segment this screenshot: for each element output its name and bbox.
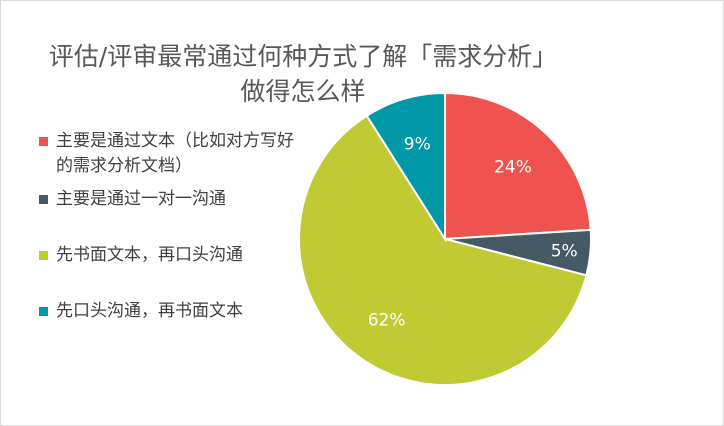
slice-text-document	[444, 91, 592, 241]
legend-swatch	[39, 251, 48, 260]
data-label: 9%	[404, 135, 431, 155]
chart-title-line-1: 评估/评审最常通过何种方式了解「需求分析」	[48, 42, 558, 71]
legend-swatch	[39, 195, 48, 204]
legend-item-one-on-one: 主要是通过一对一沟通	[39, 187, 306, 212]
legend-item-written-then-verbal: 先书面文本，再口头沟通	[39, 243, 306, 268]
data-label: 5%	[551, 241, 578, 261]
data-label: 62%	[368, 310, 406, 330]
legend-swatch	[39, 137, 48, 146]
legend-label: 主要是通过一对一沟通	[56, 189, 226, 209]
legend-item-text-document: 主要是通过文本（比如对方写好的需求分析文档）	[39, 129, 306, 179]
slice-verbal-then-written	[365, 91, 446, 243]
chart-title-line-2: 做得怎么样	[240, 77, 366, 106]
chart-title: 评估/评审最常通过何种方式了解「需求分析」 做得怎么样	[11, 39, 595, 109]
legend-label: 先口头沟通，再书面文本	[56, 301, 243, 321]
data-label: 24%	[494, 158, 532, 178]
legend-label: 主要是通过文本（比如对方写好的需求分析文档）	[56, 131, 294, 176]
slice-written-then-verbal	[298, 114, 588, 386]
legend-swatch	[39, 307, 48, 316]
legend-label: 先书面文本，再口头沟通	[56, 245, 243, 265]
legend-item-verbal-then-written: 先口头沟通，再书面文本	[39, 299, 306, 324]
